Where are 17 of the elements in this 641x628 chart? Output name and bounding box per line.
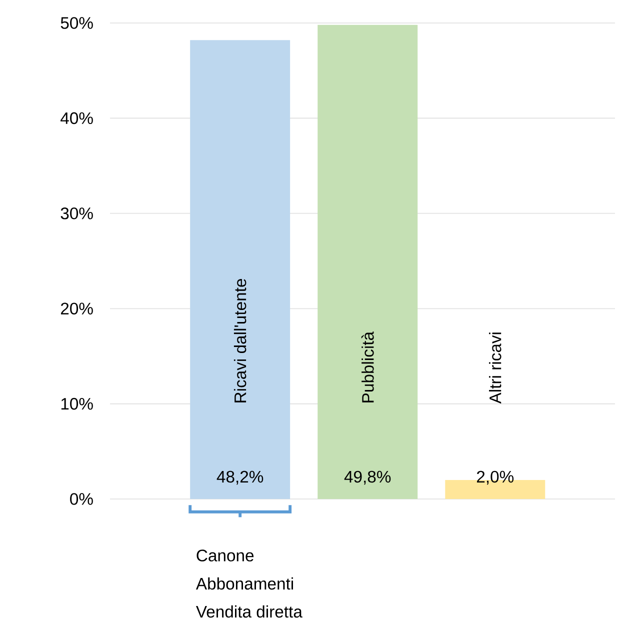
y-tick-label: 40% [60,112,93,124]
x-tick-label: Ricavi dall'utente [234,278,246,402]
data-label: 2,0% [476,470,514,485]
text: Canone [196,550,254,562]
y-tick-label: 0% [70,493,93,505]
text: Abbonamenti [196,577,293,590]
y-tick-label: 10% [61,398,93,410]
data-label: 48,2% [216,470,264,485]
y-tick-label: 20% [60,302,93,315]
y-tick-label: 50% [60,17,93,29]
x-tick-label: Pubblicità [361,331,374,402]
y-tick-label: 30% [60,208,93,220]
x-tick-label: Altri ricavi [489,332,502,404]
bar [318,24,418,499]
data-label: 49,8% [344,470,391,485]
text: Vendita diretta [196,605,302,618]
bar [190,40,290,499]
